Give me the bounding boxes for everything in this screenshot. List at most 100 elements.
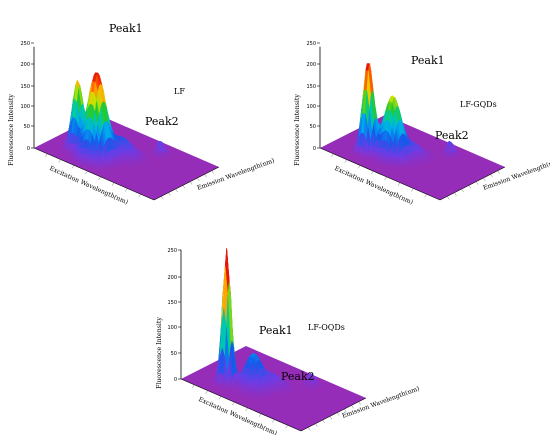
excitation-tick-mark [218, 396, 222, 400]
z-tick-label: 50 [24, 124, 30, 130]
emission-tick-mark [308, 427, 311, 431]
emission-tick-mark [168, 192, 171, 196]
z-tick-label: 150 [167, 300, 177, 306]
surface-facet [261, 397, 267, 401]
peak-annotation: Peak2 [145, 115, 179, 128]
emission-axis-line [300, 397, 367, 432]
excitation-axis-line [33, 147, 155, 201]
emission-tick-mark [475, 181, 479, 185]
z-tick-label: 0 [27, 146, 30, 152]
z-tick-label: 250 [306, 41, 316, 47]
emission-tick-mark [315, 423, 318, 427]
z-tick-label: 250 [20, 41, 30, 47]
excitation-tick-mark [205, 390, 208, 394]
excitation-tick-mark [71, 165, 75, 169]
excitation-tick-mark [138, 194, 141, 198]
excitation-tick-mark [258, 413, 262, 417]
surface-facet [277, 394, 283, 398]
panel-title: LF-GQDs [460, 100, 497, 109]
peak-annotation: Peak1 [259, 324, 293, 337]
emission-tick-mark [175, 188, 178, 193]
panel-title: LF [174, 87, 185, 96]
emission-tick-mark [322, 419, 325, 424]
z-tick-label: 200 [306, 62, 316, 68]
excitation-tick-mark [45, 153, 48, 157]
emission-tick-mark [454, 192, 457, 196]
excitation-tick-mark [331, 153, 334, 157]
emission-tick-mark [161, 196, 164, 200]
z-tick-label: 100 [20, 104, 30, 110]
emission-tick-mark [358, 401, 361, 405]
excitation-tick-mark [424, 194, 427, 198]
panel-title: LF-OQDs [308, 323, 345, 332]
excitation-axis-line [319, 147, 441, 201]
emission-tick-mark [336, 412, 340, 416]
z-tick-label: 150 [20, 84, 30, 90]
z-tick-label: 0 [174, 377, 177, 383]
excitation-tick-mark [245, 407, 248, 411]
surface-facet [448, 156, 454, 160]
surface-facet [268, 396, 274, 400]
z-tick-label: 100 [306, 104, 316, 110]
surface-facet [283, 393, 289, 397]
emission-tick-mark [204, 174, 207, 178]
emission-tick-mark [189, 181, 193, 185]
z-tick-label: 100 [167, 325, 177, 331]
surface-facet [121, 165, 127, 169]
z-tick-label: 200 [20, 62, 30, 68]
z-tick-label: 150 [306, 84, 316, 90]
emission-tick-mark [329, 416, 333, 420]
z-tick-label: 0 [313, 146, 316, 152]
excitation-tick-mark [98, 176, 101, 180]
z-axis-label: Fluorescence Intensity [294, 94, 301, 166]
surface-facet [309, 387, 315, 391]
emission-axis-line [153, 166, 220, 201]
excitation-tick-mark [285, 425, 288, 429]
emission-tick-mark [344, 408, 347, 413]
surface-facet [137, 164, 143, 168]
z-axis-label: Fluorescence Intensity [156, 317, 163, 389]
surface-facet [398, 167, 404, 171]
surface-facet [393, 167, 399, 171]
peak-annotation: Peak1 [411, 54, 445, 67]
excitation-tick-mark [344, 159, 347, 163]
excitation-tick-mark [272, 419, 275, 423]
surface-facet [412, 165, 418, 169]
emission-tick-mark [351, 405, 354, 409]
excitation-tick-mark [357, 165, 361, 169]
excitation-tick-mark [411, 188, 414, 192]
emission-tick-mark [447, 196, 450, 200]
excitation-tick-mark [371, 171, 374, 175]
emission-axis-line [439, 166, 506, 201]
surface-facet [153, 157, 159, 160]
emission-tick-mark [197, 177, 200, 182]
excitation-tick-mark [232, 402, 235, 406]
z-tick-label: 250 [167, 248, 177, 254]
peak-annotation: Peak2 [435, 129, 469, 142]
z-tick-label: 50 [310, 124, 316, 130]
surface-facet [422, 163, 428, 166]
emission-tick-mark [490, 174, 493, 178]
excitation-axis-line [180, 378, 302, 432]
excitation-tick-mark [384, 176, 387, 180]
surface-facet [132, 165, 138, 168]
surface-facet [404, 167, 410, 171]
surface-facet [158, 155, 164, 160]
z-axis-label: Fluorescence Intensity [8, 94, 15, 166]
emission-tick-mark [182, 185, 186, 189]
z-tick-label: 50 [171, 351, 177, 357]
peak-annotation: Peak2 [281, 370, 315, 383]
peak-annotation: Peak1 [109, 22, 143, 35]
surface-facet [126, 165, 132, 169]
excitation-tick-mark [111, 182, 115, 186]
excitation-tick-mark [85, 171, 88, 175]
emission-tick-mark [468, 185, 472, 189]
z-tick-label: 200 [167, 275, 177, 281]
emission-tick-mark [483, 177, 486, 182]
emission-tick-mark [497, 170, 500, 174]
surface-facet [99, 169, 105, 173]
